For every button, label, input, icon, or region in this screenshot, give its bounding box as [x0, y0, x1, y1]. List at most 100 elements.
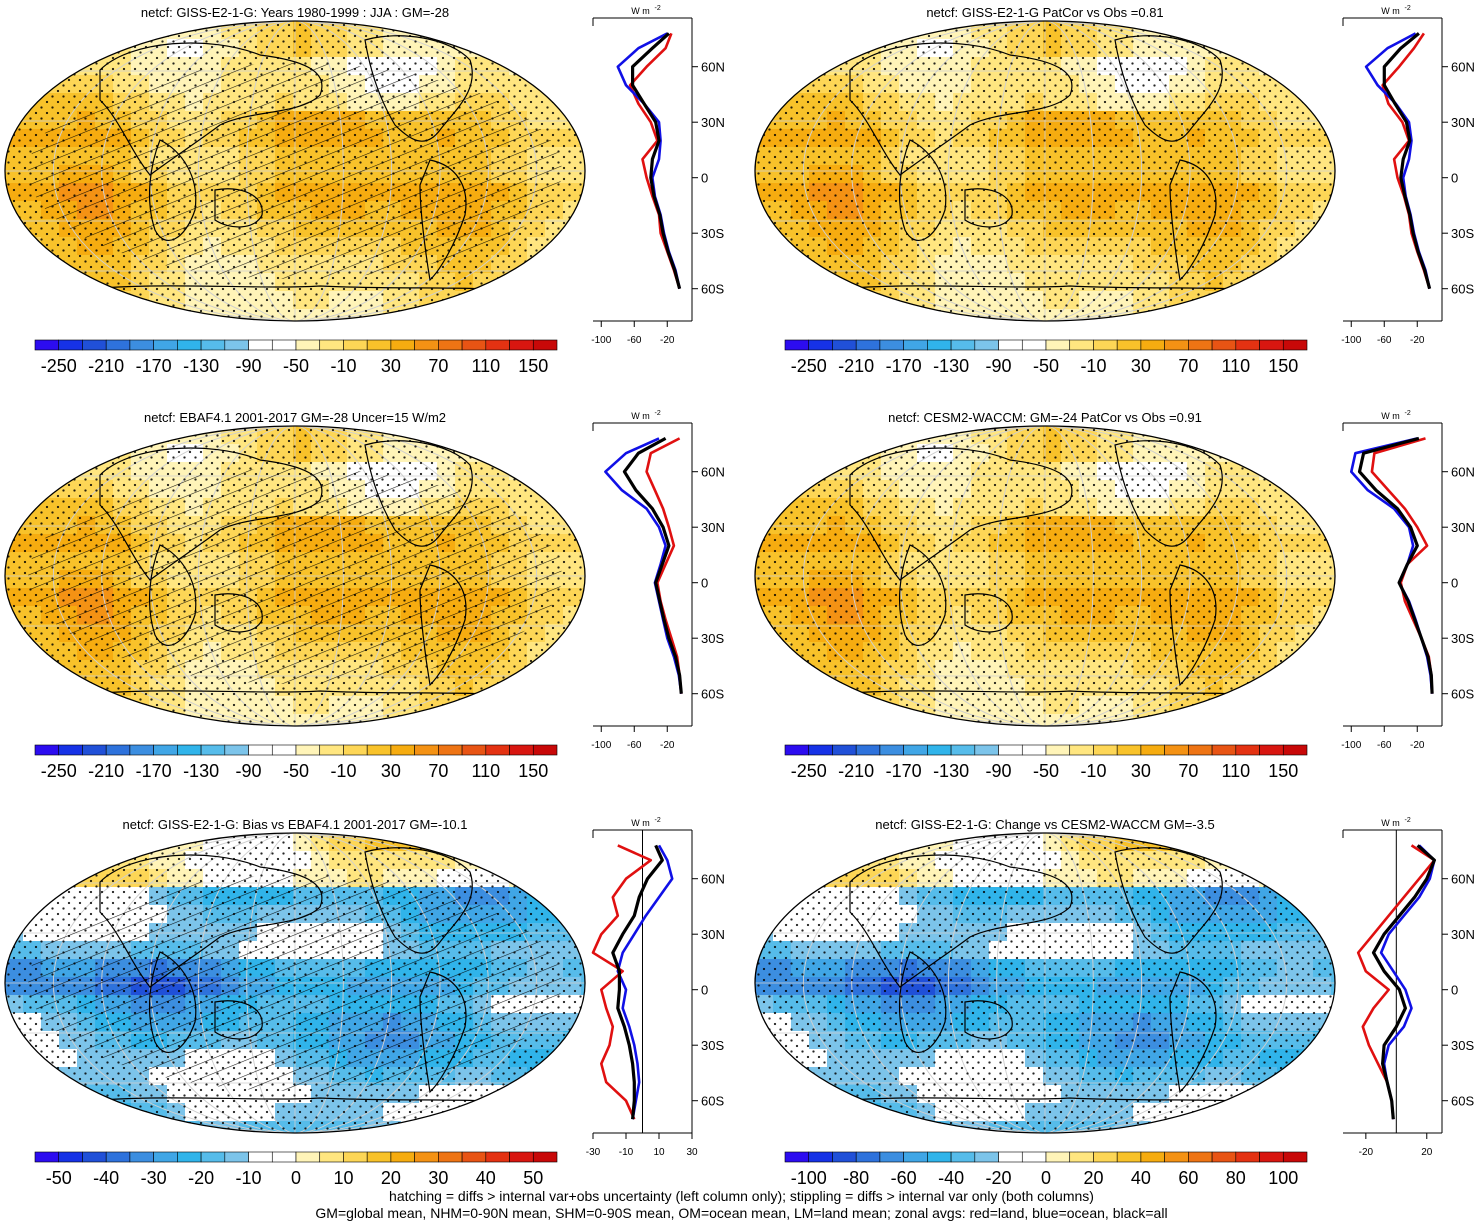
- colorbar-swatch: [248, 744, 273, 756]
- field-cell: [527, 696, 546, 715]
- field-cell: [1241, 291, 1260, 310]
- colorbar-swatch: [177, 1151, 202, 1163]
- field-cell: [59, 678, 78, 697]
- field-cell: [755, 444, 774, 463]
- field-cell: [545, 444, 564, 463]
- zonal-lat-label: 60S: [701, 282, 724, 297]
- field-cell: [581, 1103, 585, 1122]
- field-cell: [1295, 462, 1314, 481]
- field-cell: [773, 1085, 792, 1104]
- field-cell: [455, 426, 474, 445]
- field-cell: [545, 887, 564, 906]
- field-cell: [581, 309, 585, 321]
- zonal-average-plot: W m -2 60N 30N 0 30S 60S -30 -10 10 30: [586, 817, 725, 1158]
- field-cell: [113, 426, 132, 445]
- colorbar-swatch: [784, 744, 810, 756]
- zonal-x-ticklabel: -20: [1410, 335, 1425, 346]
- field-cell: [1331, 1103, 1335, 1122]
- field-cell: [1295, 660, 1314, 679]
- field-cell: [1151, 309, 1170, 321]
- coastline: [419, 564, 467, 687]
- field-cell: [563, 444, 582, 463]
- zonal-x-ticklabel: -60: [627, 335, 642, 346]
- field-cell: [23, 1067, 42, 1086]
- field-cell: [23, 273, 42, 292]
- colorbar-swatch: [248, 1151, 273, 1163]
- coastline: [99, 447, 323, 581]
- field-cell: [23, 75, 42, 94]
- field-cell: [563, 1049, 582, 1068]
- colorbar-swatch: [200, 744, 226, 756]
- field-cell: [581, 1067, 585, 1086]
- field-cell: [755, 905, 774, 924]
- map-border: [754, 832, 1336, 1134]
- field-cell: [809, 696, 828, 715]
- field-cell: [1331, 1013, 1335, 1032]
- colorbar-swatch: [224, 1151, 249, 1163]
- field-cell: [755, 624, 774, 643]
- colorbar-swatch: [129, 744, 154, 756]
- field-cell: [755, 498, 774, 517]
- field-cell: [491, 1121, 510, 1133]
- zonal-series-all: [630, 32, 682, 290]
- field-cell: [755, 1031, 774, 1050]
- field-cell: [1313, 498, 1332, 517]
- field-cell: [77, 426, 96, 445]
- field-cell: [455, 309, 474, 321]
- colorbar-label: 110: [1221, 356, 1250, 376]
- field-cell: [791, 426, 810, 445]
- zonal-average-plot: W m -2 60N 30N 0 30S 60S -100 -60 -20: [591, 410, 725, 751]
- colorbar-swatch: [509, 744, 534, 756]
- colorbar-label: -10: [1080, 356, 1106, 376]
- field-cell: [809, 833, 828, 852]
- zonal-lat-label: 60N: [701, 60, 725, 75]
- field-cell: [845, 21, 864, 40]
- field-cell: [581, 869, 585, 888]
- field-cell: [5, 255, 24, 274]
- field-cell: [863, 833, 882, 852]
- field-cell: [827, 696, 846, 715]
- field-cell: [791, 869, 810, 888]
- field-cell: [827, 426, 846, 445]
- field-cell: [773, 480, 792, 499]
- field-cell: [41, 462, 60, 481]
- field-cell: [1187, 426, 1206, 445]
- field-cell: [1223, 714, 1242, 726]
- field-cell: [5, 462, 24, 481]
- field-cell: [1277, 39, 1296, 58]
- field-cell: [527, 714, 546, 726]
- field-cell: [1331, 291, 1335, 310]
- field-cell: [527, 57, 546, 76]
- field-cell: [563, 255, 582, 274]
- colorbar-swatch: [129, 339, 154, 351]
- field-cell: [809, 1121, 828, 1133]
- panel-1: netcf: GISS-E2-1-G: Years 1980-1999 : JJ…: [4, 5, 725, 376]
- colorbar-label: -90: [236, 761, 262, 781]
- field-cell: [473, 1121, 492, 1133]
- zonal-lat-label: 0: [1451, 576, 1458, 591]
- field-cell: [755, 1121, 774, 1133]
- panel-5: netcf: GISS-E2-1-G: Bias vs EBAF4.1 2001…: [4, 817, 725, 1188]
- field-cell: [791, 273, 810, 292]
- field-cell: [1223, 696, 1242, 715]
- zonal-x-ticklabel: -60: [1377, 740, 1392, 751]
- coastline: [1114, 440, 1223, 547]
- field-cell: [23, 462, 42, 481]
- field-cell: [755, 93, 774, 112]
- field-cell: [545, 57, 564, 76]
- colorbar-label: -250: [791, 761, 827, 781]
- field-cell: [1187, 714, 1206, 726]
- field-cell: [473, 1103, 492, 1122]
- colorbar-swatch: [224, 744, 249, 756]
- field-cell: [1331, 255, 1335, 274]
- colorbar-swatch: [1188, 1151, 1213, 1163]
- field-cell: [563, 714, 582, 726]
- field-cell: [545, 39, 564, 58]
- field-cell: [755, 21, 774, 40]
- field-cell: [509, 678, 528, 697]
- field-cell: [1331, 678, 1335, 697]
- zonal-series-all: [622, 436, 683, 694]
- colorbar-swatch: [414, 339, 439, 351]
- field-cell: [1331, 696, 1335, 715]
- field-cell: [791, 444, 810, 463]
